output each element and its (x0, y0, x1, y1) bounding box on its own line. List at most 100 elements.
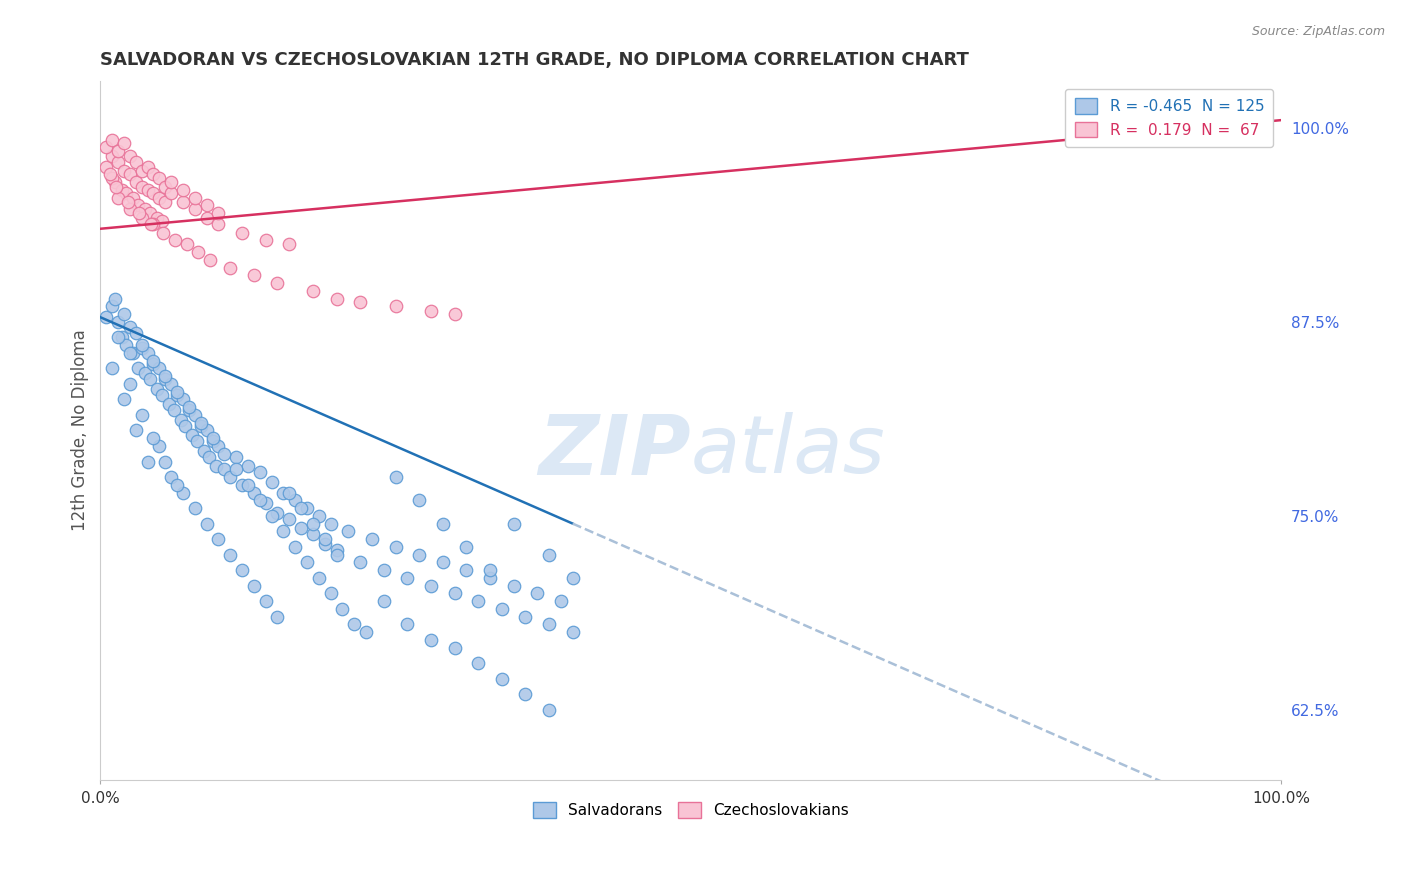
Point (136, 346, 159, 360)
Point (172, 195, 194, 210)
Point (107, 144, 129, 158)
Point (101, 170, 124, 185)
Point (169, 412, 191, 426)
Point (177, 401, 200, 415)
Point (284, 540, 307, 554)
Y-axis label: 12th Grade, No Diploma: 12th Grade, No Diploma (72, 330, 89, 532)
Point (96, 310, 118, 325)
Point (205, 459, 228, 474)
Point (190, 416, 212, 430)
Point (166, 388, 188, 402)
Point (112, 136, 135, 151)
Point (195, 516, 218, 531)
Point (373, 594, 395, 608)
Point (131, 341, 153, 355)
Point (160, 186, 183, 200)
Point (502, 579, 524, 593)
Text: Source: ZipAtlas.com: Source: ZipAtlas.com (1251, 25, 1385, 38)
Point (155, 179, 177, 194)
Point (136, 183, 159, 197)
Point (150, 214, 173, 228)
Point (561, 625, 583, 640)
Point (207, 439, 229, 453)
Point (117, 195, 139, 210)
Point (236, 459, 259, 474)
Point (118, 202, 141, 216)
Point (118, 168, 141, 182)
Point (219, 260, 242, 275)
Point (290, 521, 312, 535)
Point (266, 609, 288, 624)
Point (131, 408, 153, 422)
Point (302, 527, 325, 541)
Point (146, 382, 169, 396)
Text: ZIP: ZIP (538, 411, 690, 491)
Point (219, 470, 242, 484)
Point (214, 462, 236, 476)
Point (110, 183, 132, 197)
Point (155, 454, 177, 468)
Point (172, 485, 194, 500)
Point (163, 233, 186, 247)
Point (515, 687, 537, 701)
Point (550, 594, 572, 608)
Point (131, 179, 153, 194)
Point (526, 586, 548, 600)
Point (236, 477, 259, 491)
Point (479, 571, 502, 585)
Point (162, 403, 184, 417)
Point (134, 202, 156, 216)
Point (260, 475, 283, 489)
Point (172, 392, 194, 407)
Point (325, 548, 347, 562)
Point (160, 470, 183, 484)
Point (249, 493, 271, 508)
Point (148, 361, 170, 376)
Point (131, 338, 153, 352)
Point (254, 233, 277, 247)
Point (152, 227, 174, 241)
Point (190, 418, 212, 433)
Point (166, 477, 188, 491)
Point (361, 532, 384, 546)
Point (325, 543, 347, 558)
Point (112, 392, 135, 407)
Point (420, 304, 443, 318)
Point (443, 640, 465, 655)
Point (396, 617, 419, 632)
Text: atlas: atlas (690, 412, 886, 491)
Point (107, 315, 129, 329)
Point (142, 186, 165, 200)
Point (295, 555, 318, 569)
Point (337, 524, 360, 539)
Point (186, 434, 208, 449)
Point (125, 424, 148, 438)
Point (537, 548, 560, 562)
Point (142, 353, 165, 368)
Point (101, 361, 124, 376)
Point (125, 155, 148, 169)
Point (160, 376, 183, 391)
Point (308, 508, 330, 523)
Point (266, 276, 288, 290)
Point (273, 485, 295, 500)
Point (295, 501, 318, 516)
Point (131, 211, 153, 225)
Point (148, 191, 170, 205)
Point (172, 183, 194, 197)
Point (101, 133, 124, 147)
Point (207, 217, 229, 231)
Point (349, 294, 371, 309)
Point (443, 586, 465, 600)
Point (302, 284, 325, 298)
Point (408, 493, 430, 508)
Point (131, 164, 153, 178)
Point (125, 175, 148, 189)
Point (314, 532, 336, 546)
Point (125, 326, 148, 340)
Point (254, 594, 277, 608)
Point (408, 548, 430, 562)
Point (136, 454, 159, 468)
Point (98, 168, 121, 182)
Point (187, 245, 209, 260)
